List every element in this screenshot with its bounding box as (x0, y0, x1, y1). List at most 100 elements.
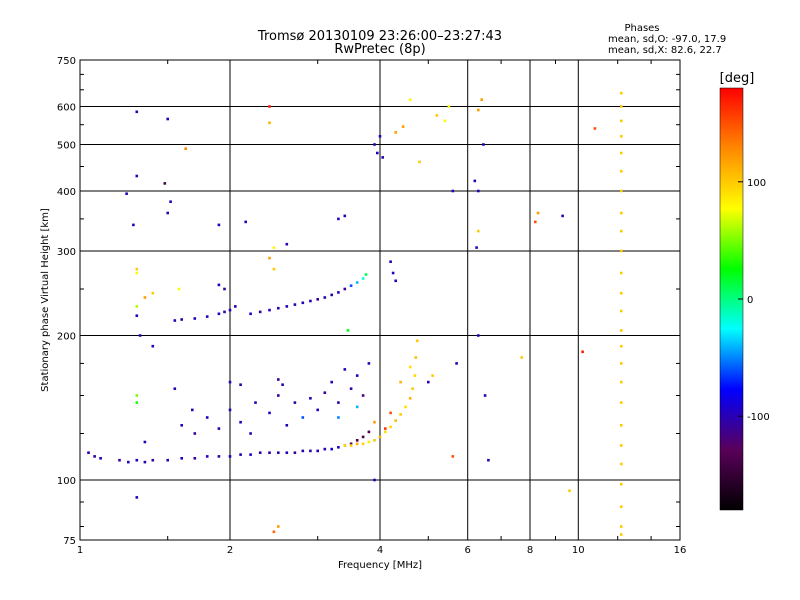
data-point (620, 401, 623, 404)
data-point (620, 444, 623, 447)
data-point (384, 430, 387, 434)
data-point (414, 356, 418, 359)
data-point (620, 380, 623, 384)
data-point (355, 281, 359, 284)
data-point (193, 457, 197, 460)
data-point (349, 442, 353, 446)
colorbar-tick-label: 100 (747, 178, 766, 189)
data-point (301, 301, 305, 305)
data-point (413, 374, 417, 377)
data-point (361, 277, 365, 280)
data-point (205, 455, 209, 458)
data-point (620, 91, 623, 95)
data-point (355, 374, 359, 377)
data-point (330, 293, 333, 297)
data-point (244, 220, 247, 224)
data-point (394, 419, 397, 422)
data-point (177, 287, 181, 291)
y-tick-label: 300 (57, 247, 76, 258)
data-point (173, 319, 177, 322)
data-point (361, 435, 365, 439)
data-point (277, 306, 280, 310)
data-point (268, 256, 271, 260)
data-point (293, 303, 297, 306)
chart-title: Tromsø 20130109 23:26:00–23:27:43 (257, 29, 502, 44)
colorbar: [deg] -100 0 100 (720, 71, 770, 511)
data-point (193, 317, 197, 320)
data-point (217, 427, 221, 430)
data-point (169, 200, 172, 203)
data-point (620, 309, 623, 313)
data-point (180, 424, 183, 427)
data-point (373, 478, 376, 482)
y-tick-label: 200 (57, 332, 76, 343)
data-point (389, 411, 392, 415)
data-point (620, 189, 623, 193)
data-point (367, 430, 371, 434)
data-point (349, 387, 353, 390)
data-point (277, 525, 280, 528)
data-point (249, 453, 252, 456)
y-tick-label: 75 (63, 536, 76, 547)
chart-subtitle: RwPretec (8p) (334, 42, 425, 57)
data-point (151, 291, 155, 295)
y-tick-label: 500 (57, 141, 76, 152)
x-ticks: 1 2 4 6 8 10 16 (77, 60, 686, 556)
data-point (477, 108, 480, 112)
data-point (166, 458, 169, 462)
plot-area: 1 2 4 6 8 10 16 75 100 200 300 400 500 600 750 (57, 56, 686, 556)
data-point (349, 284, 353, 287)
data-points (87, 91, 623, 536)
data-point (408, 365, 412, 369)
data-point (520, 356, 523, 359)
data-point (316, 449, 319, 453)
data-point (367, 362, 371, 365)
data-point (135, 496, 139, 499)
data-point (285, 305, 289, 308)
data-point (285, 451, 289, 454)
data-point (337, 217, 340, 221)
data-point (483, 394, 487, 397)
data-point (151, 458, 155, 462)
data-point (475, 246, 478, 249)
data-point (268, 411, 271, 415)
data-point (473, 179, 477, 183)
data-point (620, 135, 623, 138)
data-point (568, 489, 571, 492)
data-point (343, 368, 347, 371)
data-point (620, 424, 623, 427)
x-tick-label: 6 (465, 545, 471, 556)
data-point (143, 440, 147, 444)
data-point (620, 344, 623, 348)
data-point (217, 455, 221, 458)
data-point (228, 408, 232, 412)
data-point (272, 246, 276, 249)
data-point (477, 334, 480, 337)
data-point (285, 242, 289, 246)
data-point (217, 283, 221, 287)
stats-line-o: mean, sd,O: -97.0, 17.9 (608, 34, 726, 45)
grid (80, 60, 680, 540)
data-point (239, 453, 242, 456)
data-point (411, 387, 414, 390)
data-point (343, 214, 347, 218)
data-point (447, 105, 451, 108)
data-point (323, 391, 327, 394)
data-point (435, 114, 439, 117)
data-point (143, 296, 147, 299)
data-point (135, 110, 139, 114)
data-point (378, 435, 382, 439)
y-axis-label: Stationary phase Virtual Height [km] (40, 208, 51, 392)
data-point (143, 460, 147, 464)
x-tick-label: 1 (77, 545, 83, 556)
data-point (355, 439, 359, 442)
data-point (166, 211, 169, 215)
data-point (346, 329, 350, 332)
data-point (408, 98, 412, 101)
data-point (620, 462, 623, 466)
x-tick-label: 10 (572, 545, 585, 556)
data-point (418, 160, 421, 164)
data-point (125, 192, 128, 195)
data-point (343, 287, 347, 291)
